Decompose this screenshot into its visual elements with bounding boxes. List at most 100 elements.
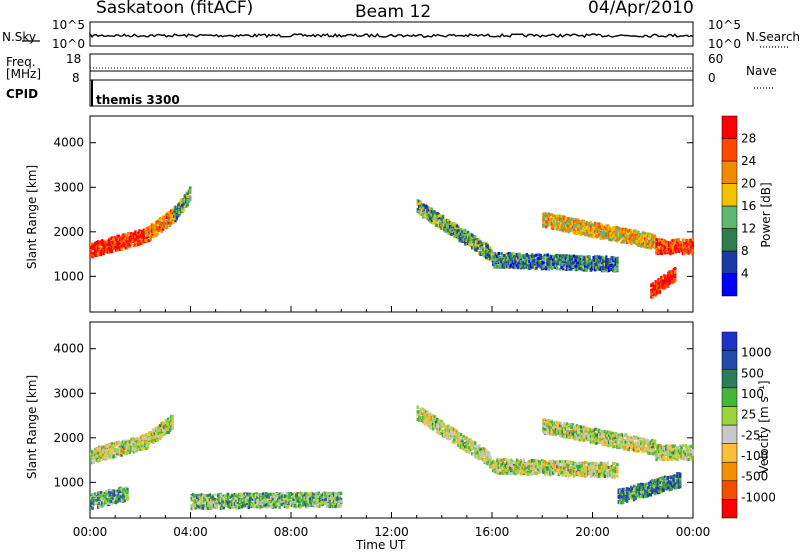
echo-cell — [156, 227, 159, 230]
echo-cell — [539, 254, 542, 257]
echo-cell — [292, 497, 295, 501]
echo-cell — [557, 261, 560, 265]
echo-cell — [278, 496, 281, 500]
beam-title: Beam 12 — [355, 2, 432, 22]
echo-cell — [90, 461, 93, 465]
echo-cell — [112, 240, 115, 244]
echo-cell — [445, 218, 449, 222]
echo-cell — [605, 233, 608, 237]
echo-cell — [584, 228, 587, 232]
echo-cell — [116, 450, 119, 454]
echo-cell — [316, 492, 319, 496]
echo-cell — [134, 438, 137, 442]
echo-cell — [445, 223, 449, 226]
echo-cell — [670, 241, 674, 245]
echo-cell — [434, 222, 438, 226]
echo-cell — [482, 253, 485, 257]
echo-cell — [323, 492, 326, 495]
echo-cell — [210, 504, 213, 508]
echo-cell — [110, 246, 114, 249]
echo-cell — [461, 233, 464, 237]
echo-cell — [168, 428, 172, 432]
echo-cell — [102, 499, 105, 503]
echo-cell — [559, 263, 562, 267]
echo-cell — [314, 495, 318, 499]
echo-cell — [669, 241, 672, 245]
echo-cell — [335, 493, 339, 497]
echo-cell — [493, 252, 496, 256]
echo-cell — [130, 236, 133, 240]
echo-cell — [542, 265, 545, 269]
echo-cell — [159, 217, 162, 221]
echo-cell — [549, 264, 552, 268]
echo-cell — [535, 253, 538, 257]
echo-cell — [416, 406, 419, 409]
echo-cell — [459, 237, 463, 241]
echo-cell — [170, 415, 173, 418]
echo-cell — [669, 279, 673, 283]
echo-cell — [595, 227, 598, 231]
echo-cell — [112, 500, 115, 504]
echo-cell — [664, 275, 667, 279]
echo-cell — [109, 491, 112, 495]
echo-cell — [454, 234, 457, 238]
echo-cell — [487, 251, 491, 255]
echo-cell — [614, 262, 618, 266]
echo-cell — [324, 492, 327, 496]
echo-cell — [497, 265, 500, 269]
echo-cell — [553, 223, 556, 227]
echo-cell — [441, 220, 445, 224]
echo-cell — [654, 282, 657, 286]
echo-cell — [208, 503, 211, 507]
echo-cell — [620, 235, 623, 239]
echo-cell — [137, 231, 140, 235]
echo-cell — [521, 254, 524, 258]
echo-cell — [556, 221, 559, 225]
echo-cell — [691, 238, 694, 242]
echo-cell — [494, 258, 498, 262]
echo-cell — [538, 255, 541, 259]
echo-cell — [117, 452, 120, 456]
echo-cell — [655, 245, 658, 249]
echo-cell — [600, 266, 604, 269]
echo-cell — [120, 441, 123, 445]
echo-cell — [687, 240, 690, 244]
echo-cell — [564, 260, 567, 264]
echo-cell — [231, 496, 234, 500]
echo-cell — [296, 492, 299, 496]
echo-cell — [613, 238, 616, 242]
echo-cell — [437, 214, 440, 218]
echo-cell — [298, 498, 301, 502]
echo-cell — [683, 245, 686, 249]
echo-cell — [98, 449, 101, 453]
echo-cell — [257, 498, 260, 502]
echo-cell — [646, 244, 650, 248]
echo-cell — [170, 427, 173, 431]
echo-cell — [281, 494, 284, 498]
echo-cell — [554, 265, 558, 269]
echo-cell — [501, 256, 505, 260]
echo-cell — [471, 235, 474, 239]
echo-cell — [646, 232, 650, 236]
echo-cell — [573, 261, 576, 265]
echo-cell — [657, 281, 660, 285]
echo-cell — [208, 496, 211, 500]
echo-cell — [135, 240, 138, 244]
echo-cell — [574, 268, 577, 271]
echo-cell — [103, 244, 107, 248]
echo-cell — [139, 446, 143, 450]
echo-cell — [94, 248, 97, 252]
echo-cell — [263, 500, 266, 504]
echo-cell — [674, 270, 677, 274]
echo-cell — [616, 233, 619, 237]
echo-cell — [533, 258, 537, 262]
echo-cell — [466, 230, 470, 234]
echo-cell — [327, 496, 330, 500]
echo-cell — [124, 486, 128, 490]
echo-cell — [633, 229, 636, 233]
echo-cell — [607, 234, 611, 238]
echo-cell — [120, 246, 123, 250]
echo-cell — [549, 257, 552, 261]
echo-cell — [426, 205, 429, 209]
echo-cell — [90, 451, 93, 455]
